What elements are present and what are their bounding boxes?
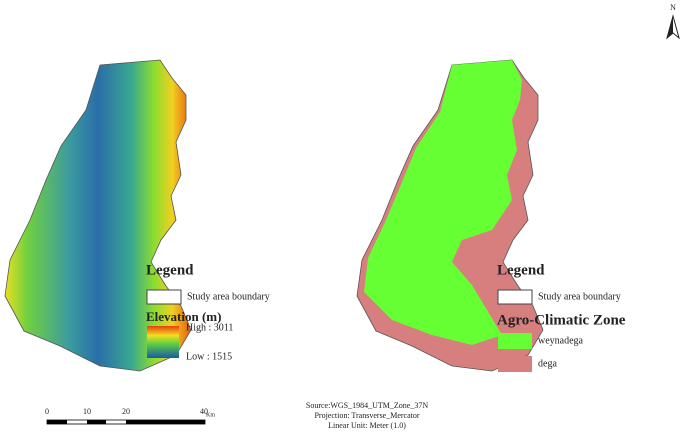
elevation-raster xyxy=(4,59,192,372)
zone-swatch xyxy=(498,333,532,349)
scale-label: 40 xyxy=(200,407,208,416)
zone-legend: weynadega dega xyxy=(498,333,584,372)
north-arrow-half xyxy=(667,16,673,38)
zone-swatch xyxy=(498,356,532,372)
scale-label: 10 xyxy=(83,407,91,416)
weynadega-area xyxy=(364,60,522,345)
elevation-ramp xyxy=(147,326,179,358)
source-line: Linear Unit: Meter (1.0) xyxy=(328,421,406,430)
legend-subtitle: Agro-Climatic Zone xyxy=(497,312,626,328)
scale-segment xyxy=(126,420,205,424)
source-line: Source:WGS_1984_UTM_Zone_37N xyxy=(306,401,428,410)
source-notes: Source:WGS_1984_UTM_Zone_37NProjection: … xyxy=(306,401,428,430)
scale-unit: Km xyxy=(206,412,215,418)
legend-title: Legend xyxy=(497,262,545,278)
north-label: N xyxy=(670,3,676,12)
scale-bar xyxy=(46,419,206,425)
legend-title: Legend xyxy=(146,262,194,278)
boundary-swatch xyxy=(497,289,533,305)
boundary-swatch xyxy=(146,289,182,305)
legend-label: Study area boundary xyxy=(187,291,270,302)
scale-segment xyxy=(87,420,106,424)
legend-label: High : 3011 xyxy=(186,322,233,333)
legend-label: dega xyxy=(538,358,557,369)
scale-label: 20 xyxy=(122,407,130,416)
scale-labels: 0 10 20 40 xyxy=(45,407,208,416)
legend-label: weynadega xyxy=(538,335,584,346)
legend-label: Study area boundary xyxy=(538,291,621,302)
source-line: Projection: Transverse_Mercator xyxy=(314,411,419,420)
zone-map xyxy=(356,59,544,372)
scale-label: 0 xyxy=(45,407,49,416)
legend-subtitle: Elevation (m) xyxy=(146,309,221,324)
legend-label: Low : 1515 xyxy=(186,351,232,362)
scale-segment xyxy=(47,420,67,424)
